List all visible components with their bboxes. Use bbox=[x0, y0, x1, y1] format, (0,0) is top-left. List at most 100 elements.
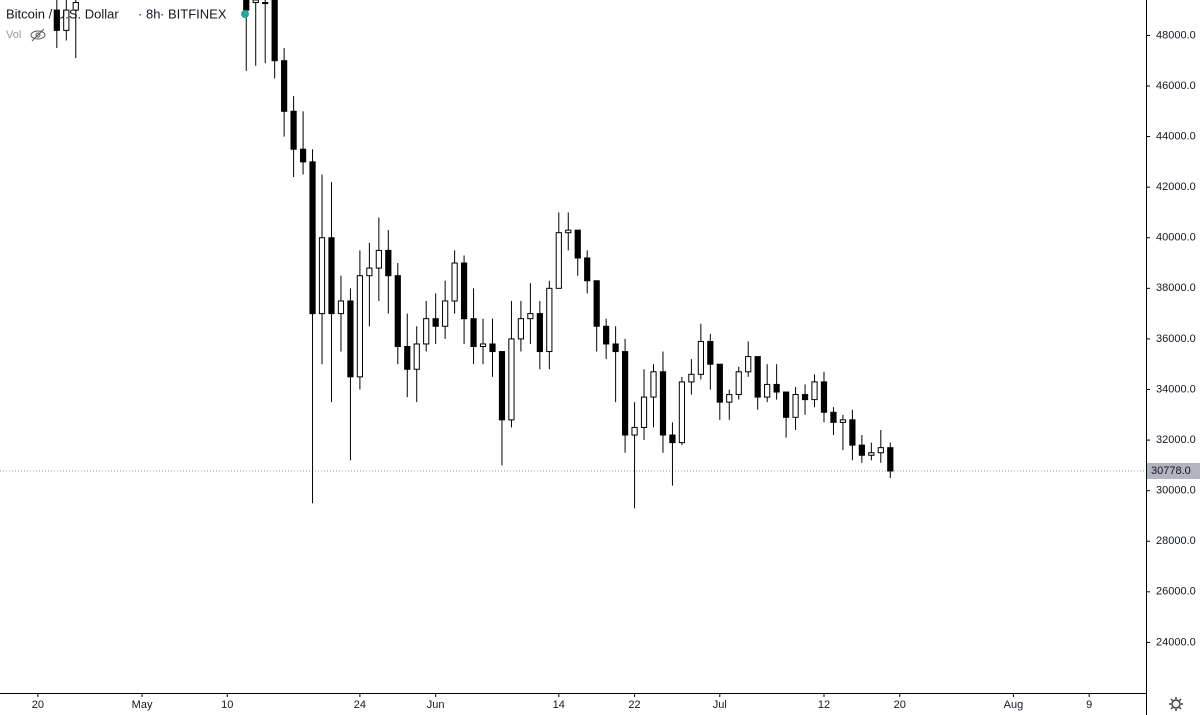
x-tick-label: 20 bbox=[32, 699, 44, 711]
x-tick-label: Aug bbox=[1004, 699, 1024, 711]
y-tick-label: 32000.0 bbox=[1156, 434, 1196, 446]
x-tick-label: 14 bbox=[553, 699, 565, 711]
x-tick-label: 22 bbox=[628, 699, 640, 711]
candle-body bbox=[584, 257, 591, 282]
candle-body bbox=[451, 262, 458, 302]
y-tick-label: 46000.0 bbox=[1156, 80, 1196, 92]
candle-body bbox=[347, 300, 354, 378]
candle-body bbox=[887, 447, 894, 472]
candle-body bbox=[716, 363, 723, 403]
legend: Bitcoin / U.S. Dollar 8h BITFINEX · · Vo… bbox=[6, 6, 249, 42]
y-tick-label: 44000.0 bbox=[1156, 130, 1196, 142]
candle-body bbox=[413, 343, 420, 370]
candle-body bbox=[498, 351, 506, 421]
candle-body bbox=[404, 346, 411, 370]
candle-body bbox=[479, 343, 487, 347]
candle-body bbox=[271, 0, 278, 62]
x-tick-label: 12 bbox=[818, 699, 830, 711]
candle-body bbox=[527, 313, 534, 320]
symbol[interactable]: Bitcoin / U.S. Dollar bbox=[6, 6, 119, 21]
candle-body bbox=[839, 419, 847, 423]
x-tick-label: Jun bbox=[427, 699, 445, 711]
exchange[interactable]: BITFINEX bbox=[168, 6, 227, 21]
candle-body bbox=[603, 325, 610, 345]
y-tick-label: 42000.0 bbox=[1156, 181, 1196, 193]
candle-body bbox=[442, 300, 449, 327]
candle-body bbox=[423, 318, 430, 345]
candle-body bbox=[328, 237, 335, 315]
candle-body bbox=[72, 2, 79, 11]
interval[interactable]: 8h bbox=[146, 6, 160, 21]
x-tick-label: May bbox=[132, 699, 153, 711]
candle-body bbox=[508, 338, 515, 421]
candle-body bbox=[309, 161, 316, 315]
candle-body bbox=[53, 9, 60, 31]
candle-body bbox=[858, 444, 865, 456]
last-price-tag bbox=[1147, 462, 1200, 479]
candle-body bbox=[470, 318, 477, 347]
plot-area bbox=[0, 0, 1146, 509]
hide-icon[interactable] bbox=[30, 28, 46, 42]
separator: · bbox=[160, 6, 164, 21]
candle-body bbox=[375, 249, 382, 269]
candle-body bbox=[773, 383, 780, 393]
x-tick-label: 24 bbox=[354, 699, 366, 711]
candle-body bbox=[811, 381, 818, 401]
y-tick-label: 48000.0 bbox=[1156, 29, 1196, 41]
candle-body bbox=[63, 9, 70, 31]
y-tick-label: 34000.0 bbox=[1156, 383, 1196, 395]
candle-body bbox=[252, 0, 259, 4]
candle-body bbox=[830, 411, 837, 423]
y-tick-label: 28000.0 bbox=[1156, 535, 1196, 547]
x-tick-label: 9 bbox=[1086, 699, 1092, 711]
candle-body bbox=[536, 313, 543, 353]
candle-body bbox=[385, 249, 392, 277]
y-tick-label: 36000.0 bbox=[1156, 333, 1196, 345]
candle-body bbox=[593, 280, 600, 327]
candle-body bbox=[489, 343, 496, 353]
x-tick-label: 10 bbox=[221, 699, 233, 711]
volume-label[interactable]: Vol bbox=[6, 29, 21, 41]
candle-body bbox=[366, 267, 373, 277]
market-status[interactable] bbox=[241, 10, 249, 18]
candle-body bbox=[281, 60, 288, 112]
candle-body bbox=[688, 373, 695, 383]
candle-body bbox=[868, 452, 875, 456]
candle-body bbox=[754, 356, 761, 398]
candle-body bbox=[517, 318, 525, 340]
candle-body bbox=[555, 232, 562, 289]
candle-body bbox=[820, 381, 828, 413]
candle-body bbox=[565, 229, 572, 234]
candle-body bbox=[574, 229, 581, 259]
y-tick-label: 38000.0 bbox=[1156, 282, 1196, 294]
x-tick-label: 20 bbox=[894, 699, 906, 711]
candle-body bbox=[877, 447, 884, 454]
candle-body bbox=[612, 343, 619, 353]
candle-body bbox=[697, 340, 704, 375]
candle-body bbox=[801, 394, 809, 401]
candle-body bbox=[650, 371, 657, 398]
x-tick-label: Jul bbox=[713, 699, 727, 711]
settings-icon[interactable] bbox=[1169, 697, 1183, 711]
separator: · bbox=[138, 6, 142, 21]
y-tick-label: 24000.0 bbox=[1156, 636, 1196, 648]
candle-body bbox=[678, 381, 686, 444]
candle-body bbox=[299, 148, 307, 163]
y-tick-label: 40000.0 bbox=[1156, 232, 1196, 244]
candle-body bbox=[621, 351, 629, 436]
candle-body bbox=[735, 371, 742, 396]
candle-body bbox=[782, 391, 790, 418]
last-price-label: 30778.0 bbox=[1151, 465, 1191, 477]
candle-body bbox=[764, 383, 771, 398]
candle-body bbox=[726, 394, 733, 403]
candle-body bbox=[792, 394, 799, 418]
candle-body bbox=[460, 262, 468, 320]
candle-body bbox=[318, 237, 326, 315]
candle-body bbox=[669, 434, 676, 444]
candle-body bbox=[659, 371, 667, 436]
candle-body bbox=[290, 110, 297, 150]
candle-body bbox=[262, 2, 269, 5]
candle-body bbox=[356, 275, 364, 378]
